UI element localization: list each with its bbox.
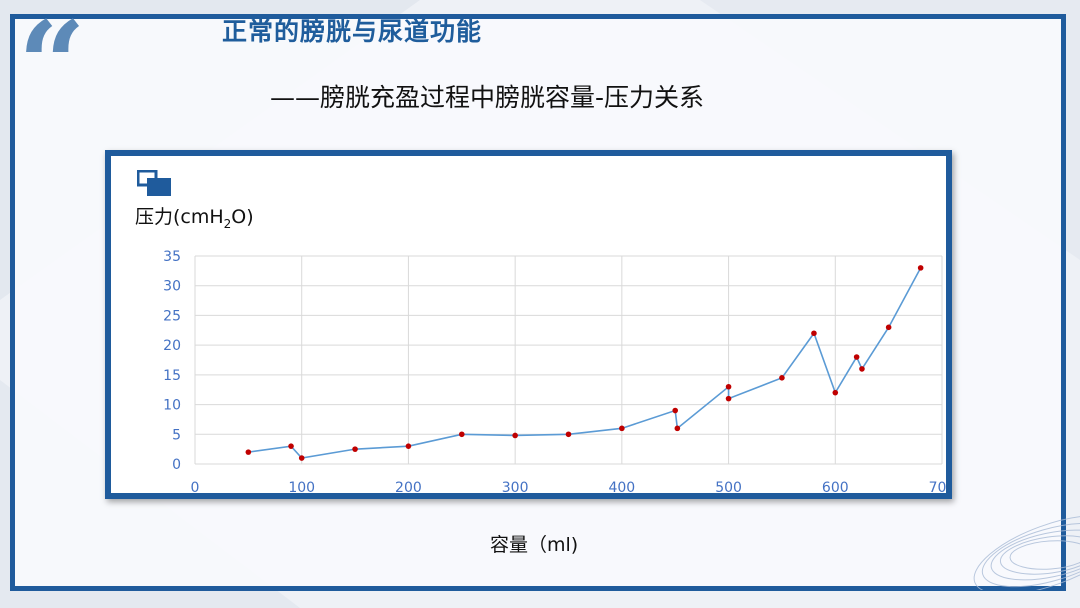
y-axis-label: 压力(cmH2O) [135, 206, 254, 231]
data-point [811, 330, 817, 337]
swirl-decoration [973, 515, 1080, 590]
y-tick-label: 35 [163, 249, 181, 265]
data-point [779, 375, 785, 381]
data-point [674, 425, 681, 432]
y-tick-label: 30 [163, 279, 181, 295]
data-point [298, 455, 305, 461]
data-point [853, 354, 860, 360]
x-tick-label: 600 [822, 480, 849, 493]
data-point [245, 449, 252, 455]
x-tick-label: 400 [608, 480, 635, 493]
y-tick-label: 0 [172, 457, 181, 473]
data-point [859, 366, 865, 372]
y-tick-label: 5 [172, 427, 181, 443]
data-point [405, 443, 412, 449]
line-chart: 0 5 10 15 20 25 30 35 0 100 200 300 400 500 600 700 [163, 249, 946, 493]
x-tick-label: 700 [929, 480, 946, 493]
y-tick-label: 10 [163, 398, 181, 414]
x-tick-label: 300 [502, 480, 529, 493]
data-point [512, 432, 518, 439]
data-point [458, 431, 465, 438]
slide-subtitle: ——膀胱充盈过程中膀胱容量-压力关系 [270, 83, 705, 112]
x-tick-label: 200 [395, 480, 422, 493]
data-point [917, 265, 924, 271]
chart-card: 压力(cmH2O) 0 5 10 15 20 25 30 35 0 100 200 300 400 500… [105, 150, 952, 499]
data-point [672, 407, 679, 414]
y-tick-label: 15 [163, 368, 181, 384]
x-tick-label: 0 [191, 480, 200, 493]
data-point [725, 383, 732, 390]
x-tick-label: 500 [715, 480, 742, 493]
chart-window-icon [137, 170, 171, 196]
data-point [885, 324, 892, 331]
data-point [288, 443, 294, 449]
data-point [832, 389, 839, 396]
series-line [248, 267, 922, 459]
quote-mark-icon: “ [18, 0, 86, 134]
x-tick-label: 100 [288, 480, 315, 493]
y-tick-label: 20 [163, 338, 181, 354]
data-point [725, 395, 732, 402]
data-point [619, 425, 625, 432]
slide-title: 正常的膀胱与尿道功能 [222, 17, 483, 46]
y-tick-label: 25 [163, 308, 181, 324]
data-point [352, 446, 358, 452]
data-point [565, 431, 572, 438]
x-axis-label: 容量（ml) [490, 534, 579, 556]
